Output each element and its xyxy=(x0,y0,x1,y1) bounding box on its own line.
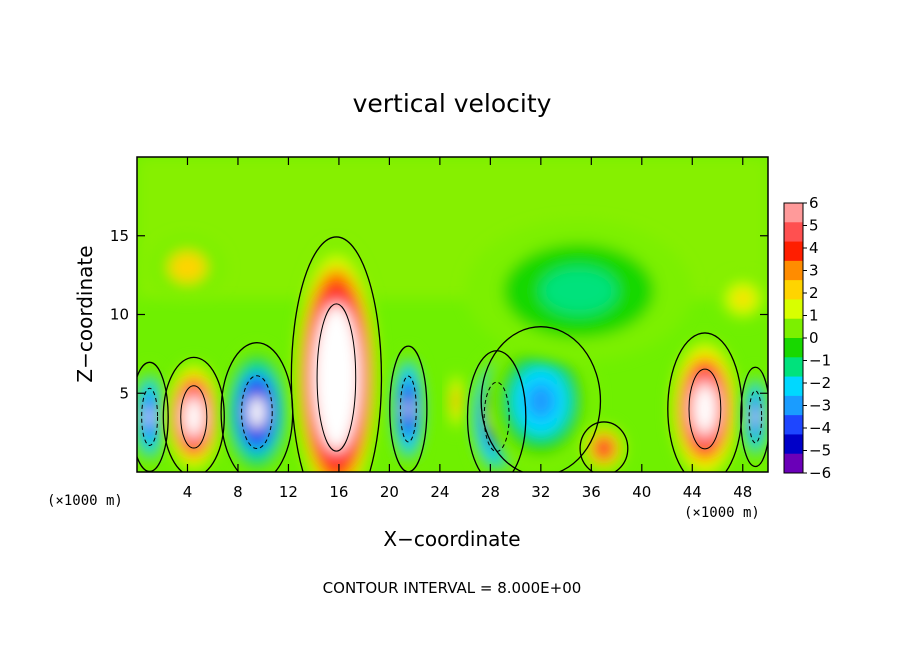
velocity-cell xyxy=(717,275,768,323)
colorbar-label: 2 xyxy=(809,284,819,302)
colorbar-swatch xyxy=(784,318,803,339)
inner-contour xyxy=(180,385,208,449)
colorbar-label: 1 xyxy=(809,307,819,325)
colorbar-swatch xyxy=(784,376,803,397)
y-tick-label: 5 xyxy=(119,384,129,402)
colorbar-swatch xyxy=(784,299,803,320)
x-unit-left: (×1000 m) xyxy=(47,493,123,509)
colorbar-swatch xyxy=(784,453,803,474)
x-tick-label: 24 xyxy=(430,483,449,501)
x-tick-label: 12 xyxy=(279,483,298,501)
inner-contour xyxy=(399,375,417,443)
zero-contour xyxy=(162,356,225,472)
colorbar-label: −6 xyxy=(809,464,831,482)
inner-contour xyxy=(316,303,357,452)
zero-contour xyxy=(480,326,602,472)
x-tick-label: 48 xyxy=(733,483,752,501)
y-tick-label: 15 xyxy=(110,227,129,245)
colorbar-label: −1 xyxy=(809,352,831,370)
velocity-cell xyxy=(447,369,466,433)
velocity-cell xyxy=(741,369,768,465)
colorbar-swatch xyxy=(784,357,803,378)
zero-contour xyxy=(667,332,743,472)
colorbar-label: −4 xyxy=(809,419,831,437)
colorbar: 6 5 4 3 2 1 0 −1 −2 −3 −4 −5 −6 xyxy=(783,194,831,482)
y-tick-label: 10 xyxy=(110,306,129,324)
x-axis: 4 8 12 16 20 24 28 32 36 40 44 48 xyxy=(183,157,752,501)
colorbar-swatch xyxy=(784,338,803,358)
colorbar-swatch xyxy=(784,260,803,281)
x-tick-label: 16 xyxy=(329,483,348,501)
inner-contour xyxy=(141,387,159,446)
zero-contour xyxy=(740,366,768,468)
chart-title: vertical velocity xyxy=(353,89,552,118)
velocity-cell xyxy=(390,349,426,469)
inner-contour xyxy=(688,368,722,450)
plot-area xyxy=(136,156,769,473)
colorbar-swatch xyxy=(784,222,803,243)
inner-contour xyxy=(748,390,763,444)
x-tick-label: 32 xyxy=(531,483,550,501)
x-tick-label: 40 xyxy=(632,483,651,501)
x-unit-right: (×1000 m) xyxy=(684,505,760,521)
contour-interval-note: CONTOUR INTERVAL = 8.000E+00 xyxy=(323,579,582,597)
colorbar-swatch xyxy=(784,415,803,435)
x-tick-label: 8 xyxy=(233,483,243,501)
colorbar-swatch xyxy=(784,203,803,223)
colorbar-label: 0 xyxy=(809,329,819,347)
colorbar-label: 3 xyxy=(809,262,819,280)
zero-contour xyxy=(290,236,383,472)
y-axis-label: Z−coordinate xyxy=(73,245,97,382)
x-tick-label: 20 xyxy=(380,483,399,501)
zero-contour xyxy=(579,421,629,472)
colorbar-label: −5 xyxy=(809,442,831,460)
colorbar-label: −2 xyxy=(809,374,831,392)
velocity-cell xyxy=(293,243,380,472)
velocity-cell xyxy=(222,346,291,472)
colorbar-label: −3 xyxy=(809,397,831,415)
velocity-cell xyxy=(465,220,693,362)
inner-contour xyxy=(241,375,273,450)
velocity-cell xyxy=(669,336,741,472)
colorbar-swatch xyxy=(784,241,803,262)
x-axis-label: X−coordinate xyxy=(383,527,520,551)
x-tick-label: 4 xyxy=(183,483,193,501)
x-tick-label: 36 xyxy=(582,483,601,501)
y-axis: 5 10 15 xyxy=(110,227,768,402)
velocity-cell xyxy=(149,235,226,299)
colorbar-swatch xyxy=(784,395,803,416)
colorbar-label: 5 xyxy=(809,217,819,235)
contour-lines xyxy=(137,236,768,472)
velocity-cell xyxy=(164,360,223,472)
x-tick-label: 44 xyxy=(683,483,702,501)
colorbar-label: 4 xyxy=(809,239,819,257)
velocity-cell xyxy=(581,423,627,472)
colorbar-label: 6 xyxy=(809,194,819,212)
colorbar-swatch xyxy=(784,434,803,455)
inner-contour xyxy=(483,381,510,453)
colorbar-swatch xyxy=(784,280,803,300)
x-tick-label: 28 xyxy=(481,483,500,501)
